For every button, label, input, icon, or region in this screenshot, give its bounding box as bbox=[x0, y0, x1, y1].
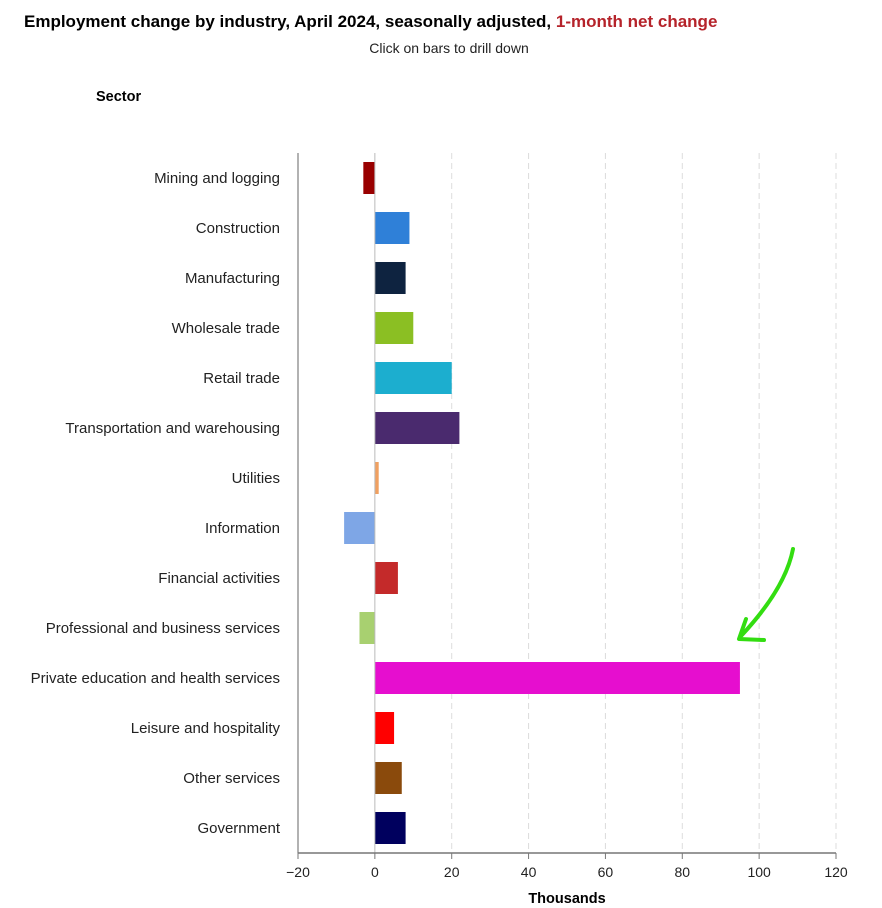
bar-mining-and-logging[interactable] bbox=[363, 162, 375, 194]
x-tick-label: 20 bbox=[444, 864, 460, 880]
category-label: Wholesale trade bbox=[172, 320, 280, 337]
bar-government[interactable] bbox=[374, 812, 406, 844]
category-label: Manufacturing bbox=[185, 270, 280, 287]
bar-wholesale-trade[interactable] bbox=[374, 312, 414, 344]
category-label: Transportation and warehousing bbox=[65, 420, 280, 437]
category-label: Mining and logging bbox=[154, 170, 280, 187]
arrow-head bbox=[737, 617, 766, 642]
category-label: Leisure and hospitality bbox=[131, 720, 281, 737]
bar-leisure-and-hospitality[interactable] bbox=[374, 712, 395, 744]
x-tick-label: 80 bbox=[674, 864, 690, 880]
x-tick-label: 100 bbox=[747, 864, 771, 880]
category-label: Construction bbox=[196, 220, 280, 237]
axes bbox=[297, 153, 837, 859]
x-axis-title: Thousands bbox=[528, 891, 605, 907]
category-label: Utilities bbox=[232, 470, 280, 487]
gridlines bbox=[451, 153, 837, 853]
category-label: Financial activities bbox=[158, 570, 280, 587]
bars bbox=[344, 162, 740, 844]
sector-header: Sector bbox=[96, 89, 142, 105]
x-tick-label: 0 bbox=[371, 864, 379, 880]
bar-financial-activities[interactable] bbox=[374, 562, 398, 594]
bar-manufacturing[interactable] bbox=[374, 262, 406, 294]
category-label: Government bbox=[197, 820, 280, 837]
green-arrow-annotation bbox=[737, 547, 795, 642]
bar-private-education-and-health-services[interactable] bbox=[374, 662, 740, 694]
bar-other-services[interactable] bbox=[374, 762, 402, 794]
x-tick-label: 60 bbox=[598, 864, 614, 880]
bar-transportation-and-warehousing[interactable] bbox=[374, 412, 460, 444]
x-tick-label: 120 bbox=[824, 864, 848, 880]
x-tick-labels: −20 0 20 40 60 80 100 120 bbox=[286, 864, 848, 880]
category-label: Retail trade bbox=[203, 370, 280, 387]
x-tick-label: 40 bbox=[521, 864, 537, 880]
bar-utilities[interactable] bbox=[374, 462, 379, 494]
chart-subtitle: Click on bars to drill down bbox=[369, 40, 529, 56]
category-label: Other services bbox=[183, 770, 280, 787]
chart-title-accent: 1-month net change bbox=[555, 12, 718, 31]
chart-title-main: Employment change by industry, April 202… bbox=[24, 12, 556, 31]
category-labels: Mining and logging Construction Manufactur… bbox=[31, 170, 281, 837]
bar-retail-trade[interactable] bbox=[374, 362, 452, 394]
bar-construction[interactable] bbox=[374, 212, 410, 244]
bar-professional-and-business-services[interactable] bbox=[359, 612, 375, 644]
category-label: Private education and health services bbox=[31, 670, 280, 687]
category-label: Professional and business services bbox=[46, 620, 280, 637]
bar-information[interactable] bbox=[344, 512, 375, 544]
x-tick-label: −20 bbox=[286, 864, 310, 880]
category-label: Information bbox=[205, 520, 280, 537]
arrow-stem bbox=[739, 547, 795, 638]
chart-title: Employment change by industry, April 202… bbox=[0, 12, 882, 32]
